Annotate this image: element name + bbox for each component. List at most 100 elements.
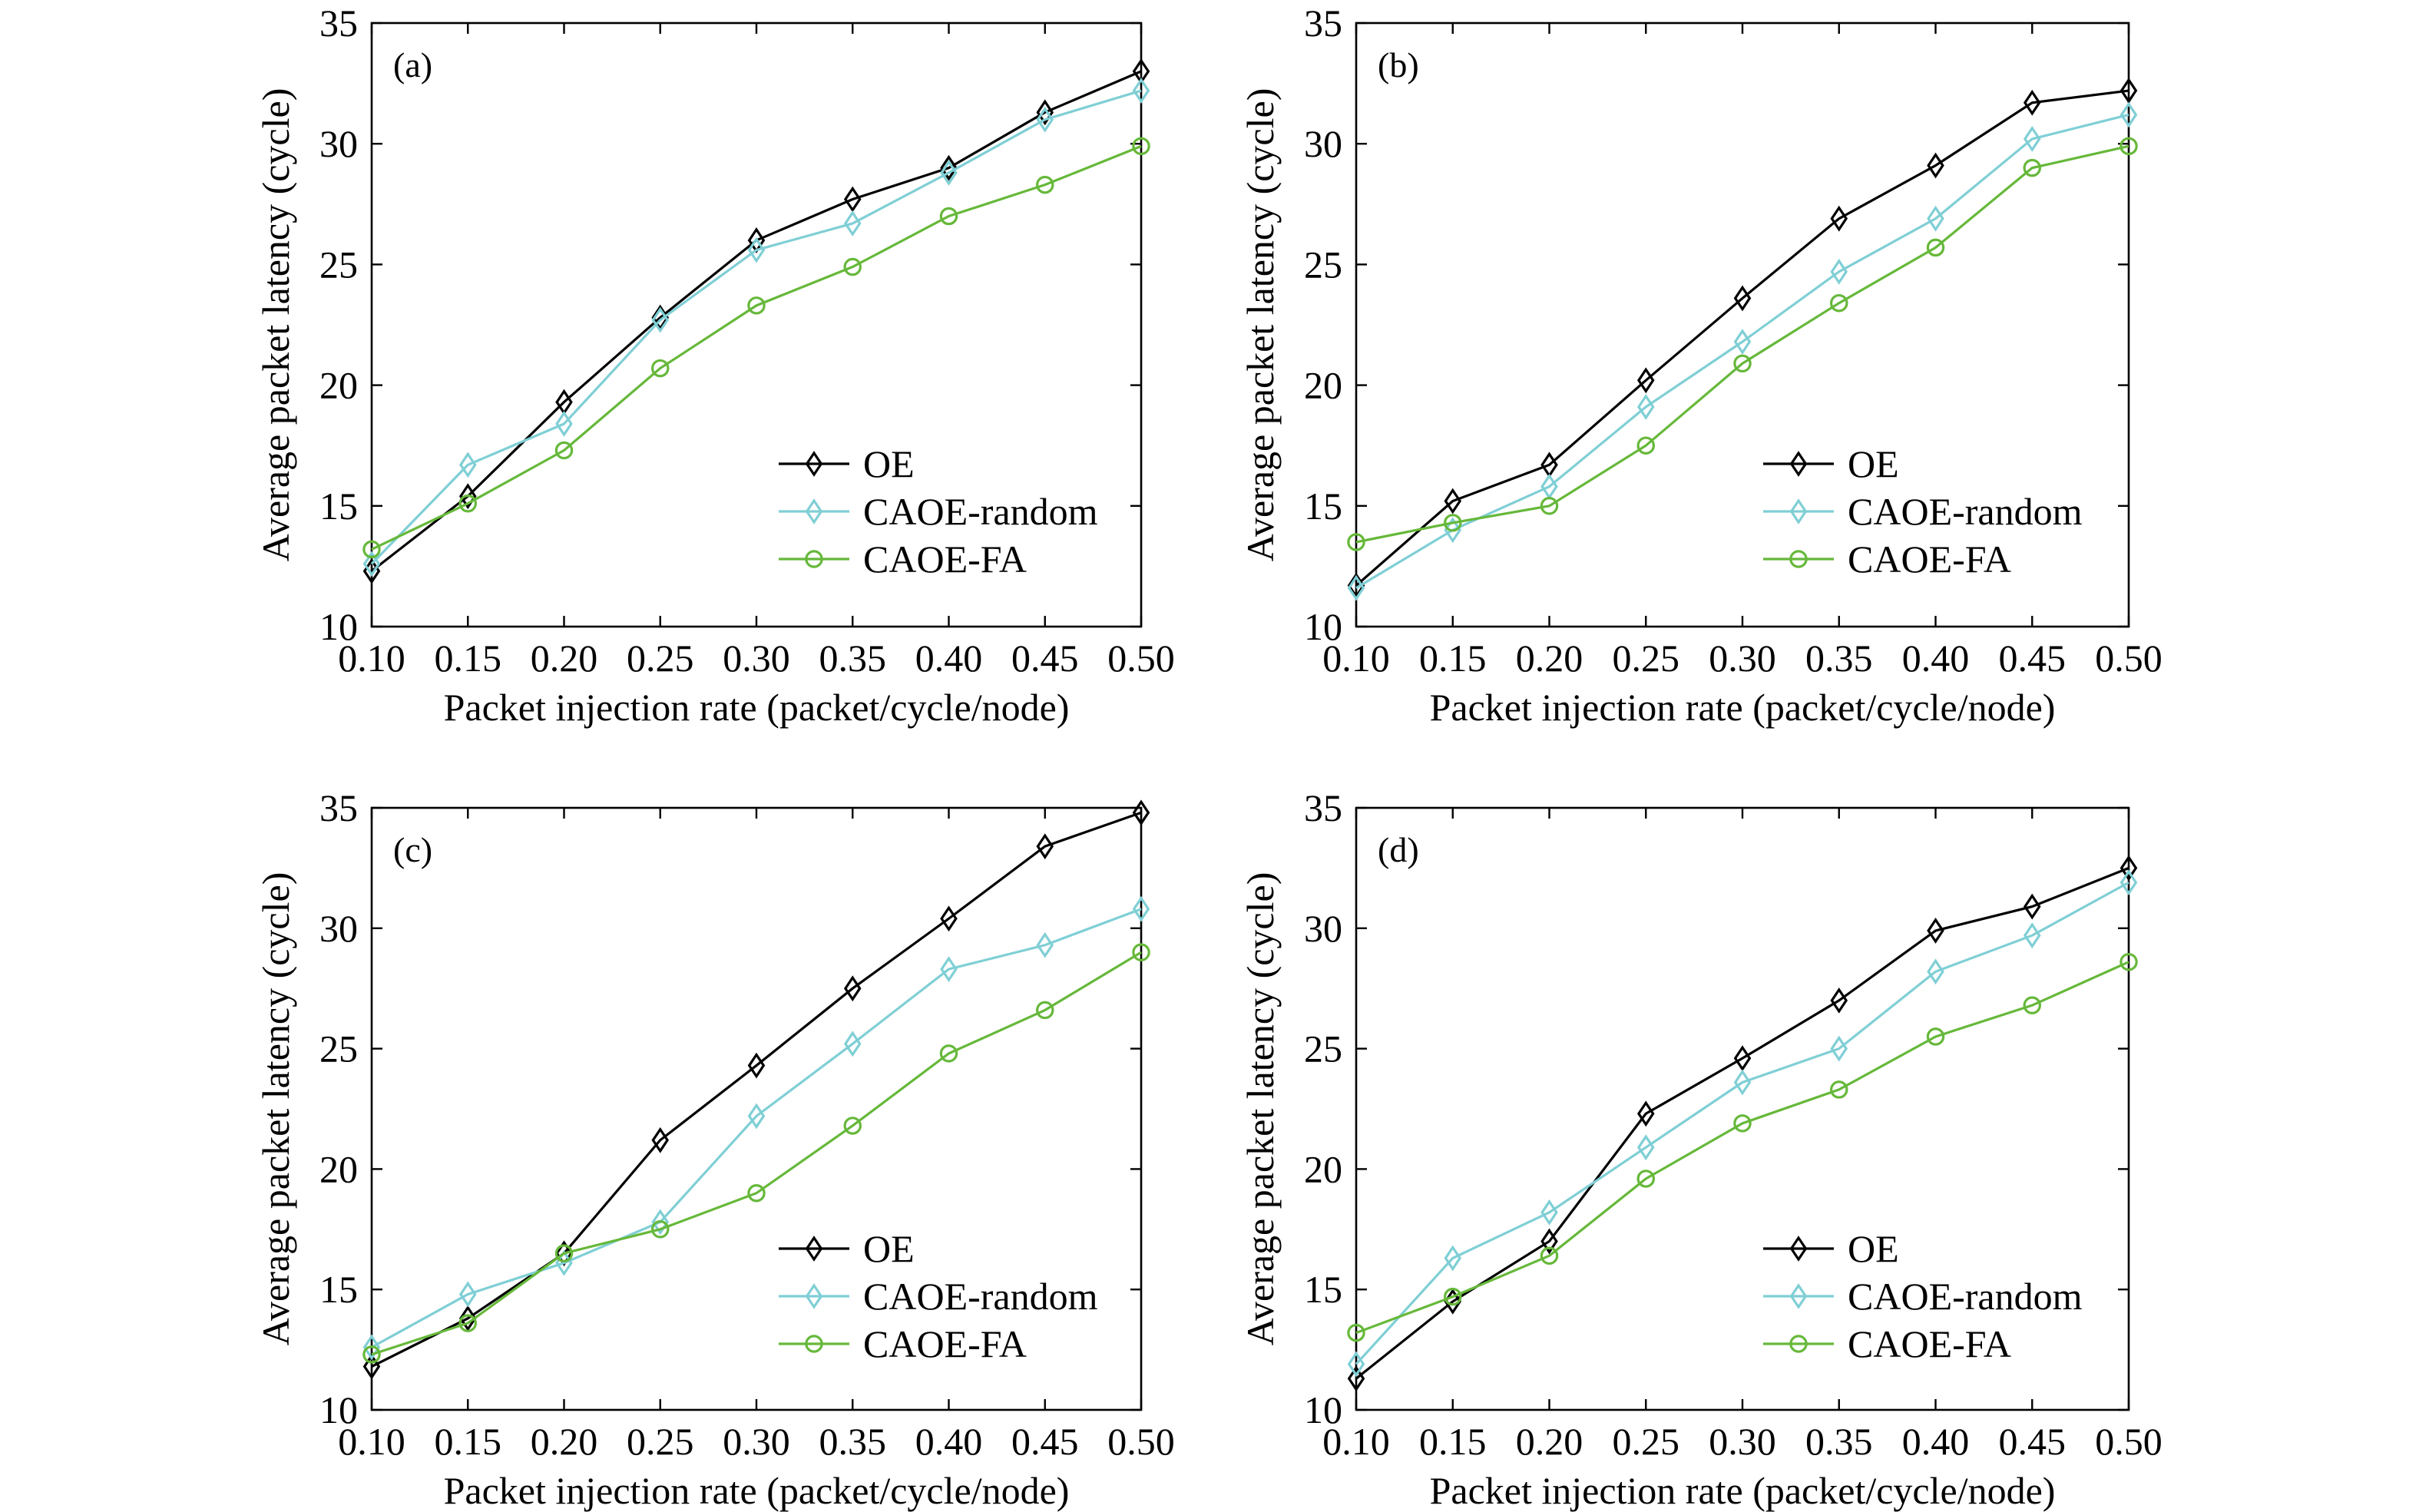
y-tick-label: 15 [1304,485,1342,528]
data-point [1540,497,1559,515]
x-tick-label: 0.45 [1011,637,1079,680]
data-point [1036,106,1054,133]
data-point [1444,1245,1462,1272]
panel-label: (a) [393,45,432,84]
axes-box [1355,22,2130,628]
series-line [371,951,1142,1356]
legend-label: CAOE-random [863,1275,1098,1318]
data-point [1733,1069,1752,1096]
data-point [1830,258,1848,285]
x-axis-label: Packet injection rate (packet/cycle/node… [444,686,1070,729]
y-tick-label: 30 [1304,907,1342,950]
legend-label: CAOE-FA [1848,538,2011,581]
data-point [1036,833,1054,860]
data-point [651,1127,670,1153]
data-point [1927,958,1944,985]
data-point [1444,517,1462,544]
legend-marker [1789,1283,1808,1309]
data-point [2120,869,2138,896]
data-point [2023,158,2041,177]
y-tick-label: 10 [1304,1388,1342,1431]
x-tick-label: 0.15 [1419,1420,1487,1463]
series-caoe-random [362,78,1150,577]
data-point [1132,799,1150,826]
x-axis-label: Packet injection rate (packet/cycle/node… [444,1469,1070,1512]
x-tick-label: 0.15 [435,637,502,680]
x-tick-label: 0.40 [915,1420,983,1463]
y-tick-label: 20 [319,1147,358,1190]
legend-marker [1789,550,1808,568]
data-point [747,1184,766,1203]
data-point [2120,78,2138,104]
legend-label: CAOE-FA [863,1322,1027,1365]
legend-label: OE [1848,1227,1899,1270]
legend-marker [805,1236,823,1262]
data-point [1733,1045,1752,1072]
x-tick-label: 0.30 [723,1420,790,1463]
x-tick-label: 0.40 [915,637,983,680]
legend-marker [805,550,823,568]
y-tick-label: 10 [1304,605,1342,648]
y-tick-label: 25 [1304,243,1342,286]
axes-box [1355,806,2130,1411]
data-point [2023,89,2041,116]
data-point [939,1044,958,1063]
data-point [1444,1287,1462,1306]
data-point [747,237,766,263]
x-tick-label: 0.45 [1999,1420,2067,1463]
x-tick-label: 0.20 [531,1420,598,1463]
panel-label: (b) [1378,45,1419,84]
data-point [1540,1199,1558,1226]
data-point [843,210,862,237]
legend-label: CAOE-FA [863,538,1027,581]
data-point [1830,205,1848,232]
series-oe [1347,78,2138,599]
x-tick-label: 0.40 [1902,637,1970,680]
data-point [1132,137,1150,156]
legend-marker [805,451,823,477]
series-caoe-fa [362,943,1150,1364]
x-tick-label: 0.25 [627,1420,694,1463]
y-tick-label: 20 [1304,364,1342,407]
data-point [2120,101,2138,128]
data-point [940,905,958,932]
legend-label: CAOE-FA [1848,1322,2011,1365]
data-point [458,452,477,478]
data-point [843,186,862,213]
series-line [371,908,1142,1348]
y-tick-label: 15 [1304,1268,1342,1311]
data-point [2023,922,2041,949]
x-tick-label: 0.30 [1709,637,1776,680]
x-tick-label: 0.50 [2095,637,2163,680]
data-point [2120,855,2138,882]
data-point [651,1220,670,1239]
data-point [1540,1228,1558,1255]
data-point [1132,78,1150,104]
data-point [2023,996,2041,1014]
y-tick-label: 30 [1304,122,1342,165]
x-tick-label: 0.35 [819,1420,887,1463]
series-caoe-fa [1347,952,2138,1342]
x-axis-label: Packet injection rate (packet/cycle/node… [1430,686,2056,729]
data-point [1540,1246,1559,1266]
y-axis-label: Average packet latency (cycle) [1239,872,1282,1346]
legend-label: CAOE-random [863,490,1098,533]
axes-box [370,806,1143,1411]
legend-marker [805,1335,823,1353]
x-tick-label: 0.45 [1999,637,2067,680]
y-tick-label: 15 [319,1268,358,1311]
panel-label: (d) [1378,830,1419,869]
x-tick-label: 0.35 [1805,637,1873,680]
series-caoe-random [362,895,1150,1361]
series-line [370,89,1142,565]
data-point [362,1353,381,1380]
data-point [1347,574,1365,601]
data-point [651,359,670,378]
data-point [747,1052,766,1079]
y-tick-label: 15 [319,485,358,528]
y-tick-label: 25 [1304,1027,1342,1070]
data-point [2120,952,2138,971]
